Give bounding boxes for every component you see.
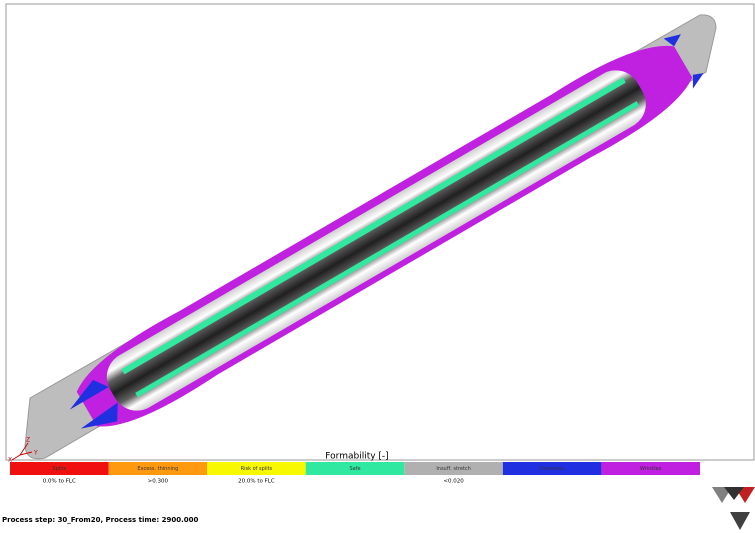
- legend-swatch: [502, 462, 602, 475]
- viewport-frame: [5, 3, 755, 461]
- legend-label: Wrinkles: [640, 466, 662, 472]
- legend-label: Safe: [349, 466, 360, 472]
- triad-label: Y: [33, 450, 38, 457]
- legend-label: Splits: [52, 466, 66, 472]
- legend-note: >0.300: [148, 479, 169, 485]
- legend-label: Insuff. stretch: [436, 466, 471, 472]
- triad-label: X: [8, 457, 12, 464]
- legend-label: Risk of splits: [241, 466, 273, 472]
- legend-note: <0.020: [443, 479, 464, 485]
- part: [24, 14, 717, 460]
- legend-swatch: [10, 462, 109, 475]
- legend-note: 20.0% to FLC: [238, 479, 275, 485]
- legend-swatch: [404, 462, 503, 475]
- legend-swatch: [207, 462, 306, 475]
- legend-label: Compress.: [539, 466, 566, 472]
- axis-triad: Y Z X: [8, 437, 38, 464]
- triad-label: Z: [26, 437, 30, 444]
- legend-title: Formability [-]: [325, 452, 388, 462]
- logo: [712, 487, 755, 530]
- legend-swatch: [601, 462, 700, 475]
- legend-label: Excess. thinning: [137, 466, 178, 472]
- legend-note: 0.0% to FLC: [43, 479, 76, 485]
- legend-swatch: [305, 462, 405, 475]
- legend: Splits 0.0% to FLC Excess. thinning >0.300 R…: [10, 462, 700, 485]
- legend-swatch: [108, 462, 208, 475]
- status-bar: Process step: 30_From20, Process time: 2…: [2, 516, 199, 524]
